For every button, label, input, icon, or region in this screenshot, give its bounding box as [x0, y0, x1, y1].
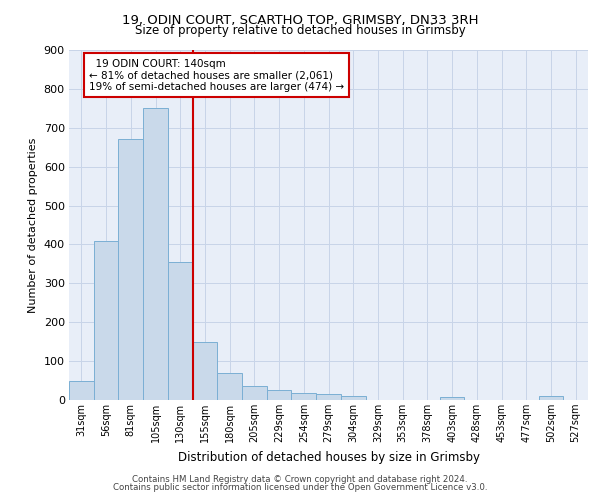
Bar — [69, 382, 94, 400]
Bar — [292, 394, 316, 400]
Bar — [168, 262, 193, 400]
Bar — [440, 397, 464, 400]
Bar — [242, 386, 267, 400]
Text: 19 ODIN COURT: 140sqm
← 81% of detached houses are smaller (2,061)
19% of semi-d: 19 ODIN COURT: 140sqm ← 81% of detached … — [89, 58, 344, 92]
Bar — [217, 373, 242, 400]
Text: Contains HM Land Registry data © Crown copyright and database right 2024.: Contains HM Land Registry data © Crown c… — [132, 475, 468, 484]
Bar — [143, 108, 168, 400]
Bar — [539, 396, 563, 400]
Bar — [267, 390, 292, 400]
Text: 19, ODIN COURT, SCARTHO TOP, GRIMSBY, DN33 3RH: 19, ODIN COURT, SCARTHO TOP, GRIMSBY, DN… — [122, 14, 478, 27]
Y-axis label: Number of detached properties: Number of detached properties — [28, 138, 38, 312]
Bar — [118, 140, 143, 400]
Text: Contains public sector information licensed under the Open Government Licence v3: Contains public sector information licen… — [113, 483, 487, 492]
Bar — [341, 396, 365, 400]
X-axis label: Distribution of detached houses by size in Grimsby: Distribution of detached houses by size … — [178, 450, 479, 464]
Bar — [94, 240, 118, 400]
Bar — [316, 394, 341, 400]
Text: Size of property relative to detached houses in Grimsby: Size of property relative to detached ho… — [134, 24, 466, 37]
Bar — [193, 342, 217, 400]
